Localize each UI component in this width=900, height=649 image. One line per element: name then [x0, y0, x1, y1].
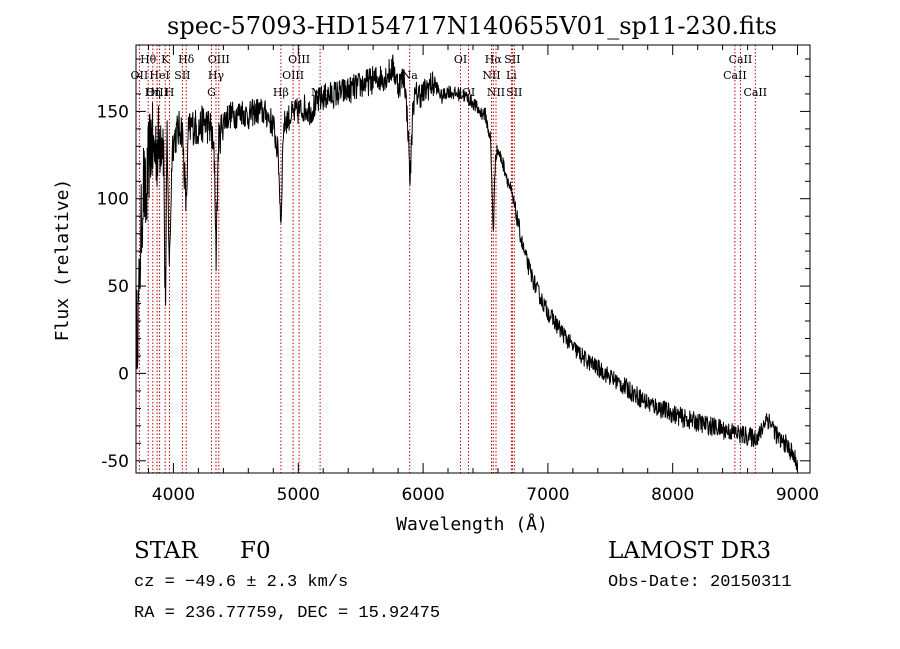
- line-label-8: Hδ: [178, 53, 195, 66]
- line-label-10: Hγ: [208, 69, 225, 82]
- y-tick-label-0: 0: [118, 364, 129, 384]
- line-label-3: Hη: [145, 86, 161, 99]
- line-label-16: Na: [402, 69, 419, 82]
- x-tick-label-5000: 5000: [277, 485, 320, 505]
- axes: 4000 5000 6000 7000 8000 9000 -50 0 50 100 150: [97, 44, 819, 505]
- line-label-0: Hθ: [140, 53, 157, 66]
- x-tick-label-9000: 9000: [776, 485, 819, 505]
- chart-title: spec-57093-HD154717N140655V01_sp11-230.f…: [167, 12, 777, 40]
- y-tick-label--50: -50: [101, 452, 129, 472]
- spectrum-line: [135, 54, 798, 471]
- spectrum-series: [135, 54, 798, 471]
- line-label-5: HeI: [149, 69, 169, 82]
- line-label-20: SII: [504, 53, 520, 66]
- line-label-1: OII: [131, 69, 149, 82]
- observation-date: Obs-Date: 20150311: [608, 573, 792, 592]
- x-axis-label: Wavelength (Å): [396, 513, 548, 535]
- x-tick-label-8000: 8000: [651, 485, 694, 505]
- y-tick-label-100: 100: [97, 190, 129, 210]
- coordinates: RA = 236.77759, DEC = 15.92475: [134, 604, 441, 623]
- line-label-4: K: [161, 53, 170, 66]
- line-label-15: Mg: [311, 86, 329, 99]
- line-label-22: Li: [506, 69, 517, 82]
- spectral-class: STAR: [134, 538, 198, 564]
- x-tick-label-6000: 6000: [401, 485, 444, 505]
- y-axis-label: Flux (relative): [52, 179, 73, 342]
- y-tick-label-150: 150: [97, 102, 129, 122]
- y-tick-label-50: 50: [107, 277, 129, 297]
- x-tick-label-4000: 4000: [152, 485, 195, 505]
- line-label-9: OIII: [208, 53, 230, 66]
- line-label-17: OI: [454, 53, 467, 66]
- line-label-18: OI: [462, 86, 475, 99]
- spectral-subclass: F0: [240, 538, 271, 564]
- redshift-value: cz = −49.6 ± 2.3 km/s: [134, 573, 349, 592]
- survey-name: LAMOST DR3: [608, 538, 772, 564]
- line-label-23: NII: [487, 86, 505, 99]
- line-label-7: SII: [174, 69, 190, 82]
- line-label-24: SII: [506, 86, 522, 99]
- line-label-26: CaII: [723, 69, 747, 82]
- line-label-21: NII: [482, 69, 500, 82]
- line-label-27: CaII: [743, 86, 767, 99]
- line-label-13: OIII: [282, 69, 304, 82]
- line-label-2: OIII: [146, 86, 168, 99]
- line-label-19: Hα: [485, 53, 503, 66]
- line-label-12: OIII: [288, 53, 310, 66]
- line-label-6: H: [165, 86, 175, 99]
- line-label-11: G: [207, 86, 216, 99]
- line-label-25: CaII: [729, 53, 753, 66]
- line-label-14: Hβ: [273, 86, 289, 99]
- x-tick-label-7000: 7000: [526, 485, 569, 505]
